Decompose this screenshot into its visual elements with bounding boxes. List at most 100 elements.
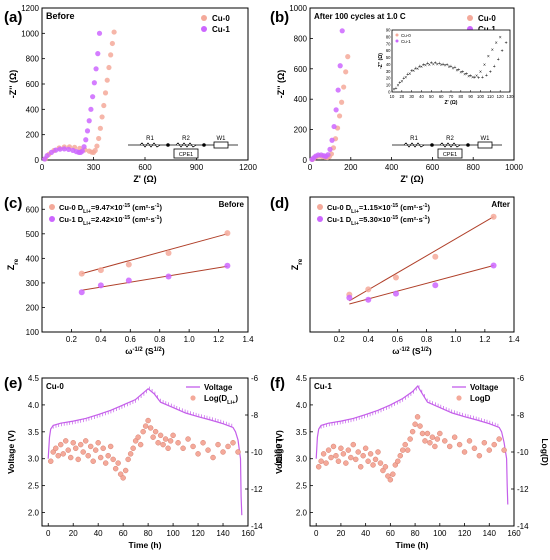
circuit-label: CPE1 <box>443 152 457 158</box>
inset-marker: + <box>406 72 409 78</box>
y-tick-label: 100 <box>26 328 40 337</box>
x-tick-label: 0.8 <box>421 335 433 344</box>
x-tick-label: 0 <box>314 529 319 538</box>
text-span: -1/2 <box>132 347 143 353</box>
text-span: Li+ <box>351 209 359 215</box>
nyquist-point-Cu-0 <box>336 113 343 119</box>
equivalent-circuit: R1 R2 CPE1 W1 <box>392 136 502 159</box>
logd-point <box>180 445 186 452</box>
x-tick-label: 1.0 <box>184 335 196 344</box>
text-span: ) <box>235 394 238 403</box>
legend-label: Cu-1 <box>212 25 230 34</box>
inset-y-tick-label: 80 <box>386 34 391 39</box>
inset-marker: + <box>438 61 441 67</box>
data-point-Cu-1 <box>365 296 372 303</box>
inset-marker: + <box>426 61 429 67</box>
logd-point <box>162 436 169 442</box>
text-span: -15 <box>123 203 131 209</box>
x-tick-label: 0.2 <box>334 335 346 344</box>
panel-title: Before <box>46 11 75 21</box>
logd-point <box>320 451 327 457</box>
warburg-element <box>477 141 493 149</box>
inset-marker: + <box>414 66 417 72</box>
text-span: ) <box>159 215 162 224</box>
x-axis-label: Z' (Ω) <box>133 174 156 184</box>
text-span: ω <box>125 346 132 356</box>
logd-point <box>170 432 176 439</box>
y-right-tick-label: -14 <box>517 522 529 531</box>
y-right-tick-label: -12 <box>251 485 263 494</box>
logd-point <box>365 458 371 464</box>
logd-point <box>225 443 231 450</box>
inset-marker: × <box>396 83 399 89</box>
nyquist-point-Cu-0 <box>109 40 115 47</box>
inset-marker: × <box>448 65 451 71</box>
nyquist-point-Cu-1 <box>337 63 343 69</box>
x-tick-label: 300 <box>87 163 101 172</box>
legend-marker <box>190 395 196 401</box>
data-point-Cu-0 <box>97 267 104 274</box>
inset-marker: + <box>489 69 492 75</box>
y-axis-label: Voltage (V) <box>274 430 284 474</box>
x-tick-label: 20 <box>69 529 78 538</box>
inset-marker: × <box>404 75 407 81</box>
y-right-tick-label: -14 <box>251 522 263 531</box>
logd-point <box>422 438 428 444</box>
cpe-box <box>173 148 199 159</box>
logd-point <box>496 436 502 442</box>
resistor-r1 <box>139 142 161 148</box>
logd-point <box>451 434 458 440</box>
data-point-Cu-0 <box>165 249 172 256</box>
nyquist-point-Cu-1 <box>83 137 89 143</box>
text-span: re <box>297 258 304 264</box>
inset-marker: × <box>495 40 498 46</box>
text-span: ) <box>427 215 430 224</box>
nyquist-point-Cu-0 <box>92 147 98 154</box>
logd-point <box>70 440 76 446</box>
text-span: =5.30×10 <box>359 215 391 224</box>
inset-y-tick-label: 20 <box>386 76 391 81</box>
y-tick-label: 1200 <box>21 4 39 13</box>
x-tick-label: 20 <box>336 529 345 538</box>
logd-point <box>60 451 66 457</box>
logd-point <box>75 456 81 463</box>
logd-point <box>130 445 136 452</box>
nyquist-point-Cu-1 <box>335 87 341 93</box>
inset-marker: + <box>442 62 445 68</box>
x-tick-label: 100 <box>433 529 447 538</box>
logd-point <box>387 477 394 483</box>
panel-label: (f) <box>270 375 285 392</box>
logd-point <box>424 430 431 437</box>
y-tick-label: 600 <box>294 65 308 74</box>
logd-point <box>409 428 416 435</box>
x-tick-label: 400 <box>385 163 399 172</box>
inset-marker: + <box>461 69 464 75</box>
x-axis-label: Time (h) <box>396 540 429 550</box>
text-span: Z <box>6 264 16 270</box>
logd-point <box>62 438 69 444</box>
logd-point <box>157 432 164 439</box>
panel-title: Cu-0 <box>46 382 64 391</box>
logd-point <box>397 452 404 459</box>
inset-marker: + <box>485 73 488 79</box>
data-point-Cu-0 <box>432 253 439 260</box>
y-right-tick-label: -8 <box>251 411 259 420</box>
inset-marker: × <box>400 79 403 85</box>
y-tick-label: 4.0 <box>296 401 308 410</box>
logd-point <box>390 471 396 477</box>
y-tick-label: 4.0 <box>28 401 40 410</box>
x-tick-label: 0.6 <box>125 335 137 344</box>
logd-point <box>95 440 101 446</box>
logd-point <box>338 445 344 452</box>
logd-point <box>476 452 483 459</box>
y-tick-label: 0 <box>303 156 308 165</box>
x-tick-label: 0.4 <box>363 335 375 344</box>
inset-marker: × <box>416 67 419 73</box>
logd-point <box>167 438 174 444</box>
x-tick-label: 0 <box>308 163 313 172</box>
logd-point <box>382 464 389 470</box>
text-span: (cm²·s <box>398 215 423 224</box>
logd-point <box>55 452 61 459</box>
y-tick-label: 0 <box>35 156 40 165</box>
